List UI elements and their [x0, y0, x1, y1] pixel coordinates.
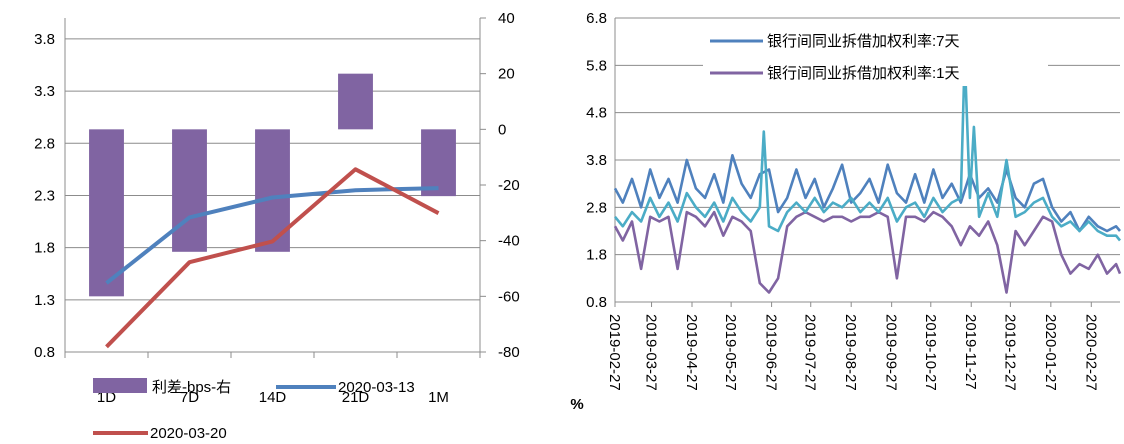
right-y-tick-label: -20 — [498, 177, 520, 194]
y-tick-label: 5.8 — [586, 57, 607, 74]
left-y-tick-label: 1.8 — [34, 240, 55, 257]
legend-box — [703, 28, 1048, 86]
left-y-tick-label: 0.8 — [34, 344, 55, 361]
interbank-rate-chart: 0.8 1.8 2.8 3.8 4.8 5.8 6.8 2019-02-27 2019-03-2… — [570, 10, 1122, 413]
x-tick-label: 1M — [428, 389, 449, 406]
legend-label: 2020-03-20 — [150, 425, 227, 442]
right-y-tick-label: -60 — [498, 288, 520, 305]
x-tick-label: 14D — [259, 389, 287, 406]
right-y-tick-label: -80 — [498, 344, 520, 361]
bar-1M — [421, 129, 456, 197]
left-y-tick-label: 3.3 — [34, 83, 55, 100]
bar-7D — [172, 129, 207, 252]
legend-label: 银行间同业拆借加权利率:7天 — [767, 33, 960, 50]
legend-label: 2020-03-13 — [338, 379, 415, 396]
series-line-series-2 — [613, 54, 1122, 242]
right-y-tick-label: 20 — [498, 66, 515, 83]
x-tick-label: 2019-09-27 — [883, 314, 900, 391]
x-tick-label: 2019-08-27 — [842, 314, 859, 391]
x-tick-label: 21D — [342, 389, 370, 406]
series-line-银行间同业拆借加权利率:1天 — [613, 210, 1122, 294]
y-axis-label: % — [570, 396, 583, 413]
bar-21D — [338, 73, 373, 130]
series-line-银行间同业拆借加权利率:7天 — [613, 154, 1122, 233]
x-tick-label: 2020-02-27 — [1082, 314, 1099, 391]
x-tick-label: 2019-05-27 — [722, 314, 739, 391]
x-tick-label: 2019-06-27 — [763, 314, 780, 391]
x-tick-label: 2019-02-27 — [606, 314, 623, 391]
x-tick-label: 2019-10-27 — [922, 314, 939, 391]
x-tick-label: 2019-03-27 — [643, 314, 660, 391]
left-y-tick-label: 2.3 — [34, 187, 55, 204]
y-tick-label: 2.8 — [586, 199, 607, 216]
x-tick-label: 2019-11-27 — [962, 314, 979, 390]
y-tick-label: 1.8 — [586, 247, 607, 264]
y-tick-label: 3.8 — [586, 152, 607, 169]
legend-label: 利差-bps-右 — [152, 379, 231, 396]
legend-swatch-bar — [93, 378, 147, 393]
legend-label: 银行间同业拆借加权利率:1天 — [767, 65, 960, 82]
x-tick-label: 7D — [180, 389, 199, 406]
x-tick-label: 2019-12-27 — [1001, 314, 1018, 391]
right-y-tick-label: 40 — [498, 10, 515, 27]
right-y-tick-label: 0 — [498, 121, 506, 138]
bar-1D — [89, 129, 124, 297]
left-y-tick-label: 3.8 — [34, 31, 55, 48]
x-tick-label: 2020-01-27 — [1042, 314, 1059, 391]
y-tick-label: 6.8 — [586, 10, 607, 27]
x-tick-label: 2019-07-27 — [802, 314, 819, 391]
x-tick-label: 1D — [97, 389, 116, 406]
left-y-tick-label: 2.8 — [34, 135, 55, 152]
right-y-tick-label: -40 — [498, 233, 520, 250]
y-tick-label: 0.8 — [586, 294, 607, 311]
x-tick-label: 2019-04-27 — [683, 314, 700, 391]
term-spread-chart: 0.8 1.3 1.8 2.3 2.8 3.3 3.8 -80 -60 -40 -20 0 20 40 1D… — [34, 10, 520, 442]
y-tick-label: 4.8 — [586, 105, 607, 122]
left-y-tick-label: 1.3 — [34, 292, 55, 309]
